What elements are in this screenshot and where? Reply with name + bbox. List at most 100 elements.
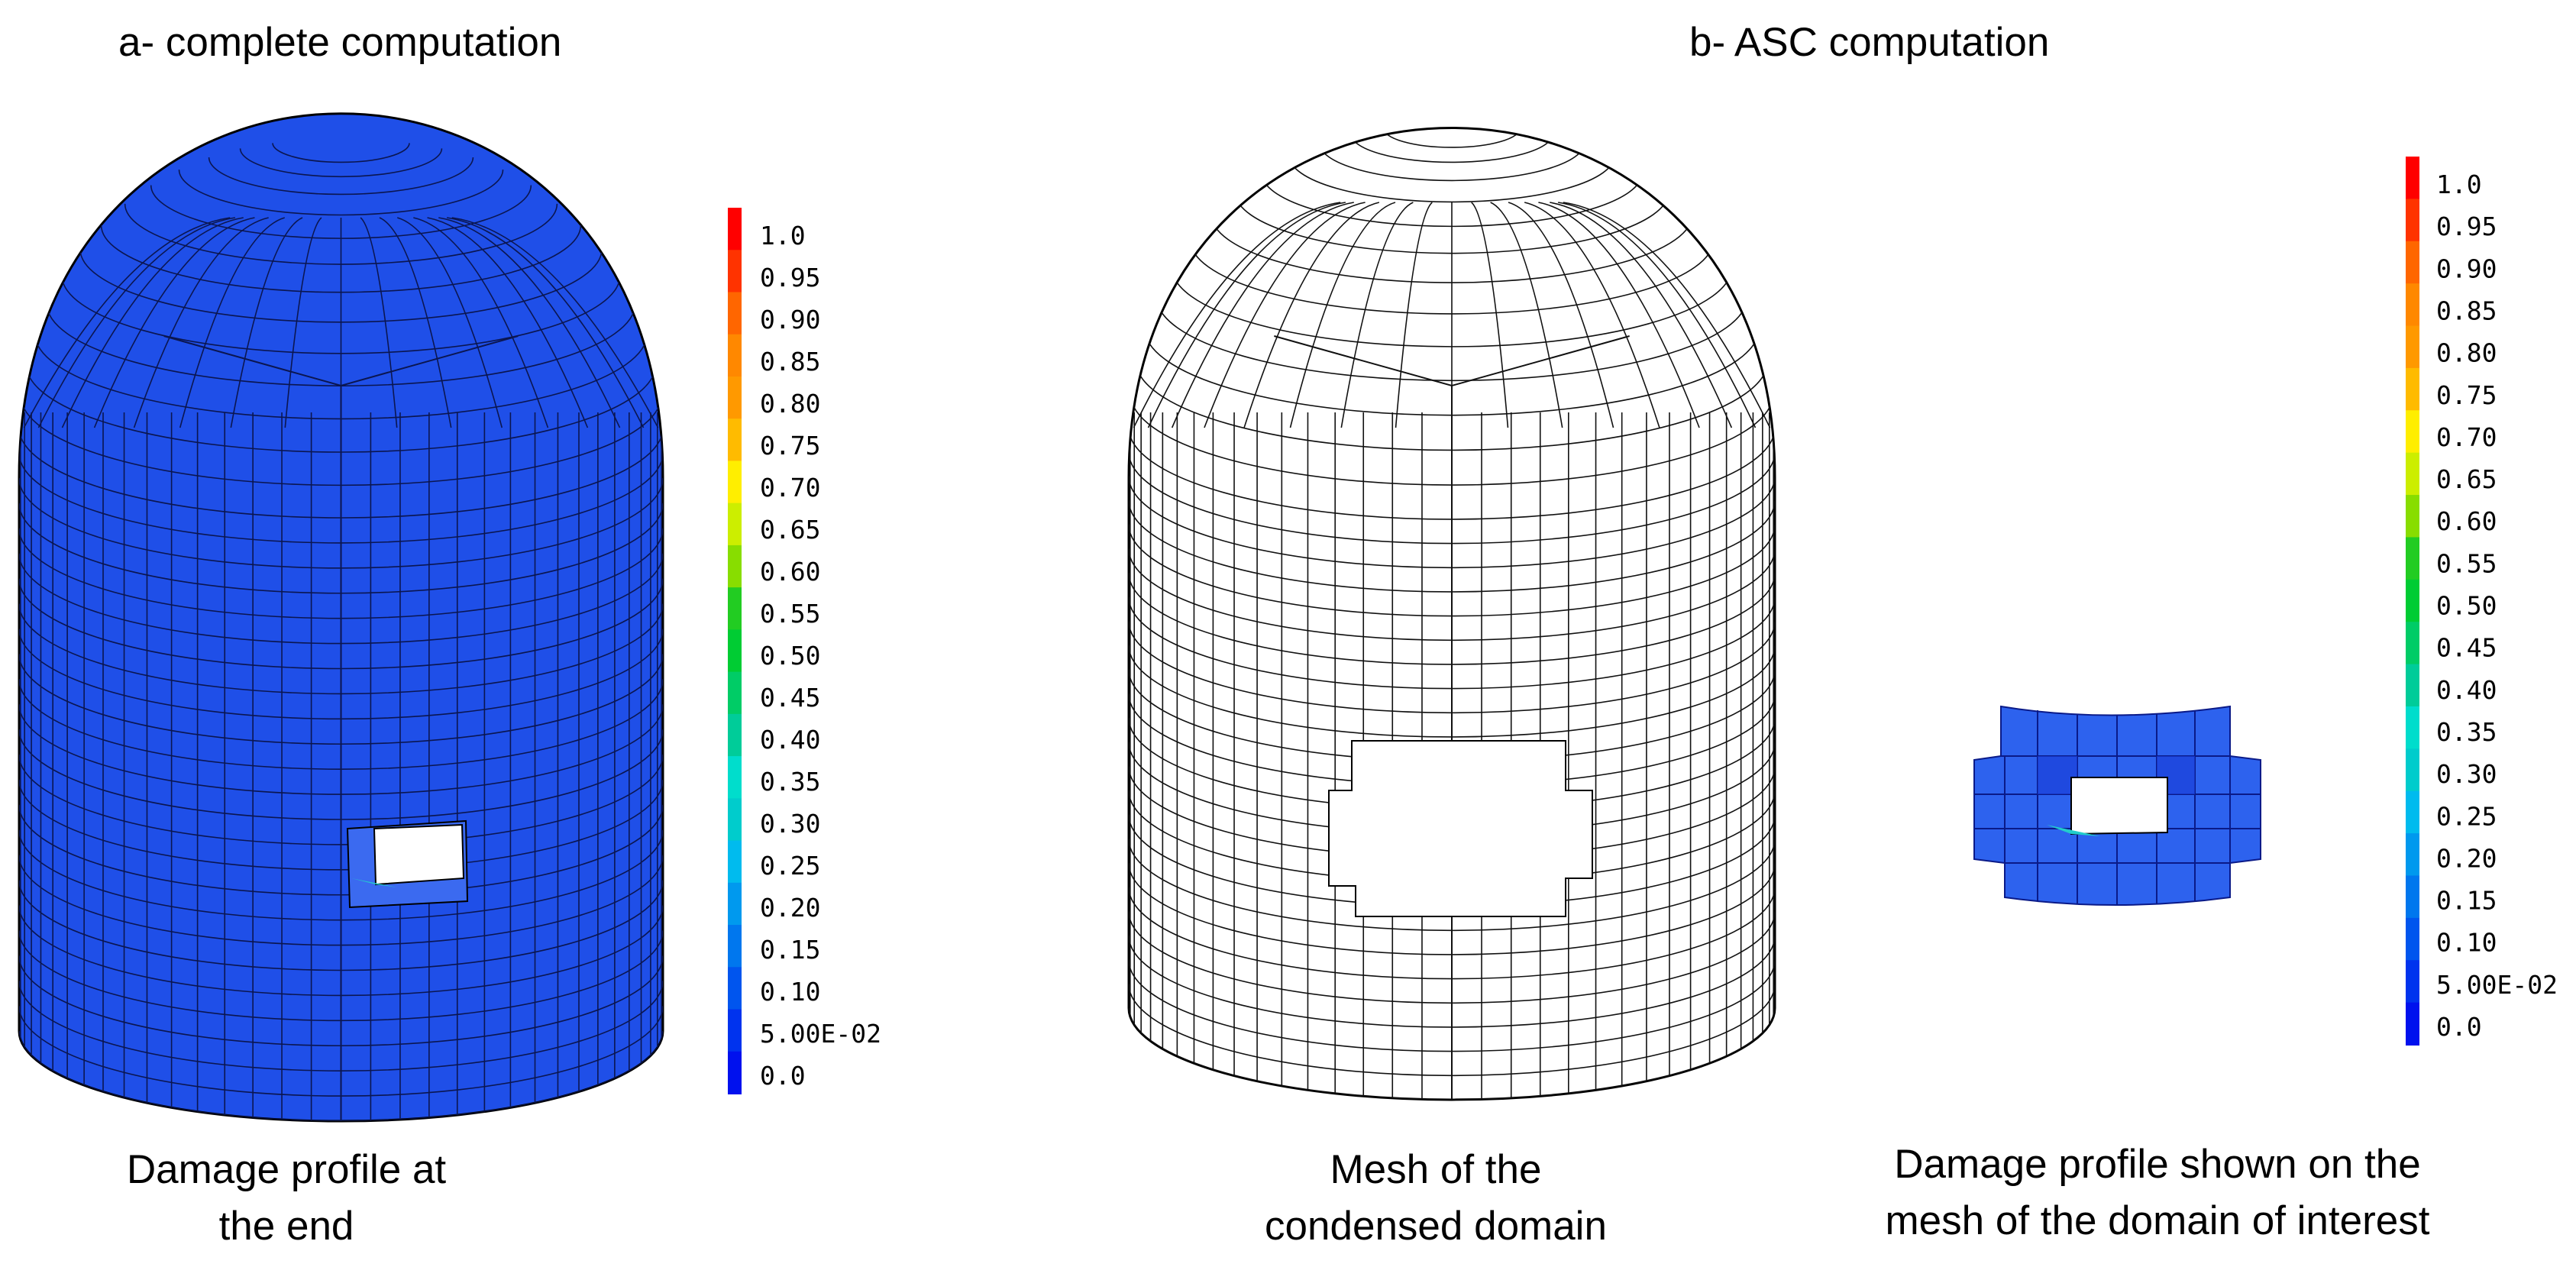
colorbar-tick-label: 0.55 (760, 599, 820, 629)
panel-b-mesh-caption-line-2: condensed domain (1265, 1204, 1607, 1249)
colorbar-tick-label: 0.25 (2436, 801, 2497, 831)
colorbar-segment (728, 419, 742, 462)
panel-a-caption-line-2: the end (218, 1204, 354, 1249)
mesh-cap-meridian (1340, 202, 1414, 428)
panel-b-title: b- ASC computation (1689, 20, 2050, 65)
colorbar-segment (728, 671, 742, 715)
colorbar-tick-label: 0.80 (760, 389, 820, 419)
colorbar-tick-label: 1.0 (2436, 170, 2482, 199)
mesh-cap-meridian (1147, 202, 1346, 428)
colorbar-tick-label: 0.65 (2436, 464, 2497, 494)
colorbar-segment (2406, 664, 2419, 707)
colorbar-tick-label: 0.55 (2436, 548, 2497, 578)
mesh-cap-ring (272, 143, 410, 163)
panel-b-damage-caption-line-2: mesh of the domain of interest (1885, 1198, 2430, 1243)
colorbar-segment (2406, 833, 2419, 877)
dome-condensed-mesh (1127, 127, 1776, 1101)
colorbar-tick-label: 0.70 (2436, 422, 2497, 452)
mesh-cap-meridian (1204, 202, 1366, 428)
panel-a-caption-line-1: Damage profile at (126, 1147, 447, 1192)
panel-b-mesh-caption-line-1: Mesh of the (1330, 1147, 1542, 1192)
colorbar-segment (2406, 367, 2419, 412)
colorbar-tick-label: 0.0 (2436, 1012, 2482, 1042)
colorbar-segment (728, 461, 742, 504)
colorbar-tick-label: 0.40 (2436, 675, 2497, 705)
mesh-cap-meridian (427, 217, 589, 428)
colorbar-segment (728, 587, 742, 631)
mesh-cap-meridian (61, 217, 244, 428)
mesh-ring (19, 1030, 663, 1121)
colorbar-tick-label: 0.25 (760, 851, 820, 881)
colorbar-tick-label: 0.35 (760, 767, 820, 797)
colorbar-tick-label: 0.10 (2436, 928, 2497, 958)
mesh-cap-meridian (1133, 202, 1341, 428)
colorbar-tick-label: 0.85 (2436, 296, 2497, 325)
colorbar-segment (728, 376, 742, 420)
colorbar-segment (728, 1051, 742, 1094)
colorbar-tick-label: 0.85 (760, 347, 820, 377)
panel-b-damage-caption-line-1: Damage profile shown on the (1894, 1142, 2421, 1187)
colorbar-segment (2406, 157, 2419, 200)
colorbar-segment (2406, 495, 2419, 538)
panel-a-title: a- complete computation (118, 20, 562, 65)
mesh-cap-ring (178, 170, 504, 216)
mesh-cap-meridian (360, 217, 398, 428)
mesh-cap-meridian (451, 217, 659, 428)
colorbar-tick-label: 0.20 (760, 893, 820, 923)
mesh-cap-meridian (230, 217, 303, 428)
mesh-cap-meridian (1508, 202, 1614, 428)
colorbar-segment (728, 1009, 742, 1052)
mesh-cap-meridian (413, 217, 549, 428)
colorbar-tick-label: 0.40 (760, 725, 820, 755)
mesh-cap-meridian (1243, 202, 1380, 428)
colorbar-segment (728, 840, 742, 884)
mesh-cap-meridian (93, 217, 255, 428)
mesh-cap-meridian (447, 217, 645, 428)
colorbar-legend-a: 1.0 0.95 0.90 0.85 0.80 0.75 0.70 0.65 0.60 0.55 0… (728, 208, 881, 1094)
mesh-cap-meridian (379, 217, 452, 428)
colorbar-tick-label: 0.60 (760, 557, 820, 587)
colorbar-segment (2406, 410, 2419, 454)
colorbar-segment (2406, 706, 2419, 750)
dome-a-mesh (19, 143, 663, 1121)
colorbar-tick-label: 0.15 (2436, 886, 2497, 916)
colorbar-segment (728, 629, 742, 673)
colorbar-tick-label: 0.30 (2436, 759, 2497, 789)
dome-damage-profile (18, 112, 664, 1123)
mesh-cap-meridian (397, 217, 503, 428)
mesh-cap-meridian (1557, 202, 1757, 428)
mesh-cap-meridian (1550, 202, 1733, 428)
dome-a-opening (373, 823, 465, 886)
mesh-cap-meridian (179, 217, 285, 428)
mesh-cap-ring (1288, 156, 1615, 202)
colorbar-tick-label: 0.50 (760, 641, 820, 671)
mesh-cap-meridian (1563, 202, 1771, 428)
colorbar-tick-label: 5.00E-02 (760, 1019, 881, 1049)
mesh-cap-ring (1382, 128, 1521, 148)
mesh-cap-meridian (37, 217, 235, 428)
mesh-cap-meridian (438, 217, 621, 428)
colorbar-segment (728, 334, 742, 377)
mesh-cap-ring (239, 148, 443, 178)
colorbar-segment (728, 503, 742, 546)
colorbar-tick-label: 0.65 (760, 515, 820, 545)
colorbar-segment (728, 967, 742, 1010)
mesh-cap-meridian (23, 217, 231, 428)
colorbar-tick-label: 0.60 (2436, 506, 2497, 536)
mesh-cap-meridian (1289, 202, 1396, 428)
mesh-cap-ring (1318, 143, 1585, 182)
colorbar-segment (2406, 537, 2419, 580)
colorbar-tick-label: 0.90 (760, 305, 820, 335)
colorbar-tick-label: 0.95 (2436, 212, 2497, 241)
panel-b-mesh-caption: Mesh of the condensed domain (1237, 1142, 1634, 1255)
colorbar-tick-label: 0.15 (760, 935, 820, 965)
mesh-cap-meridian (1524, 202, 1660, 428)
colorbar-segment (2406, 452, 2419, 496)
colorbar-tick-label: 0.75 (2436, 380, 2497, 410)
colorbar-tick-label: 0.10 (760, 977, 820, 1007)
mesh-cap-meridian (133, 217, 269, 428)
colorbar-segment (2406, 917, 2419, 962)
domain-piece-crack (2047, 825, 2100, 836)
colorbar-tick-label: 0.35 (2436, 717, 2497, 747)
